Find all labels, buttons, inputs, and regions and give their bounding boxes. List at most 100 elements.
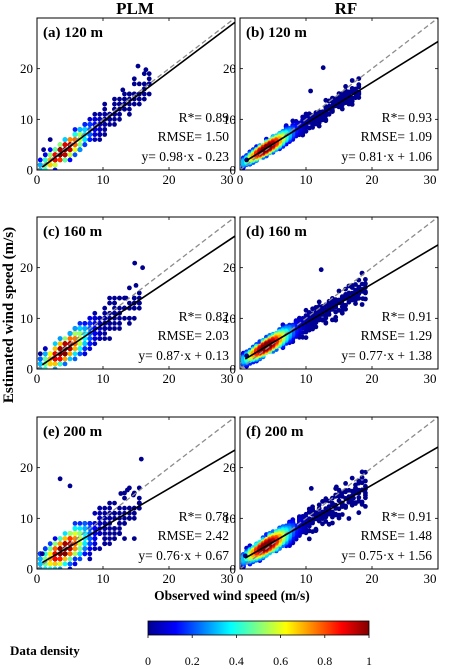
data-point [77, 521, 83, 526]
data-point [122, 315, 127, 321]
data-point [82, 127, 88, 132]
data-point [141, 71, 147, 77]
data-point [122, 521, 127, 526]
data-point [87, 321, 93, 326]
data-point [57, 546, 63, 552]
data-point [92, 315, 98, 321]
data-point [77, 351, 83, 357]
y-tick-label: 0 [230, 163, 237, 178]
data-point [77, 546, 83, 552]
data-point [102, 127, 108, 132]
data-point [131, 295, 137, 301]
data-point [77, 531, 83, 536]
data-point [67, 147, 73, 153]
data-point [117, 531, 122, 536]
data-point [353, 486, 358, 492]
data-point [136, 305, 142, 311]
data-point [131, 315, 137, 321]
data-point [92, 137, 98, 143]
stat-fit: y= 0.75·x + 1.56 [341, 548, 432, 563]
outlier-point [37, 351, 43, 357]
data-point [87, 541, 93, 547]
stat-r: R*= 0.89 [179, 110, 230, 125]
data-point [122, 490, 127, 496]
stat-fit: y= 0.76·x + 0.67 [138, 548, 229, 563]
data-point [107, 300, 112, 306]
data-point [37, 556, 43, 562]
data-point [72, 132, 78, 137]
data-point [107, 295, 112, 301]
data-point [82, 122, 88, 127]
outlier-point [349, 86, 355, 91]
data-point [136, 300, 142, 306]
data-point [57, 566, 63, 569]
data-point [102, 122, 108, 127]
data-point [333, 309, 339, 315]
data-point [67, 566, 73, 569]
stat-rmse: RMSE= 1.09 [361, 129, 433, 144]
data-point [141, 81, 147, 87]
data-point [336, 498, 342, 504]
data-point [52, 556, 58, 562]
data-point [77, 551, 83, 557]
data-point [47, 546, 53, 552]
data-point [112, 96, 117, 102]
outlier-point [353, 294, 358, 300]
data-point [87, 122, 93, 127]
column-title-rf: RF [335, 0, 358, 18]
data-point [47, 561, 53, 567]
colorbar: Data density 0 0.2 0.4 0.6 0.8 1 [10, 620, 372, 668]
x-tick-label: 20 [366, 571, 379, 586]
data-point [117, 510, 122, 516]
data-point [72, 526, 78, 531]
data-point [136, 96, 142, 102]
y-tick-label: 0 [230, 562, 237, 577]
data-point [306, 536, 312, 542]
data-point [97, 127, 103, 132]
data-point [82, 142, 88, 148]
data-point [102, 111, 108, 117]
data-point [72, 556, 78, 562]
data-point [92, 331, 98, 336]
data-point [117, 321, 122, 326]
data-point [77, 321, 83, 326]
data-point [77, 541, 83, 547]
data-point [117, 116, 122, 122]
data-point [102, 536, 108, 541]
y-tick-label: 10 [20, 311, 33, 326]
plot-frame [239, 17, 439, 171]
data-point [97, 505, 103, 511]
x-tick-label: 0 [34, 371, 41, 386]
data-point [47, 152, 53, 158]
stat-rmse: RMSE= 1.29 [361, 328, 433, 343]
data-point [72, 551, 78, 557]
x-tick-label: 30 [424, 571, 437, 586]
data-point [112, 310, 117, 316]
fit-line [41, 235, 235, 366]
data-point [122, 505, 127, 511]
data-point [112, 500, 117, 506]
data-point [72, 326, 78, 331]
data-point [97, 321, 103, 326]
fit-line [244, 244, 438, 360]
data-point [67, 152, 73, 158]
data-point [107, 321, 112, 326]
outlier-point [363, 490, 368, 496]
data-point [126, 111, 132, 117]
panel-label: (c) 160 m [43, 224, 103, 240]
y-tick-label: 10 [223, 112, 236, 127]
data-point [102, 132, 108, 137]
data-point [112, 321, 117, 326]
data-point [141, 96, 147, 102]
outlier-point [308, 486, 314, 491]
data-point [122, 495, 127, 501]
plot-frame [36, 416, 236, 570]
colorbar-tick-label: 0.6 [273, 654, 288, 668]
panel-label: (e) 200 m [43, 424, 103, 440]
data-point [57, 142, 63, 148]
data-point [136, 290, 142, 296]
data-point [42, 152, 48, 158]
data-point [136, 495, 142, 501]
